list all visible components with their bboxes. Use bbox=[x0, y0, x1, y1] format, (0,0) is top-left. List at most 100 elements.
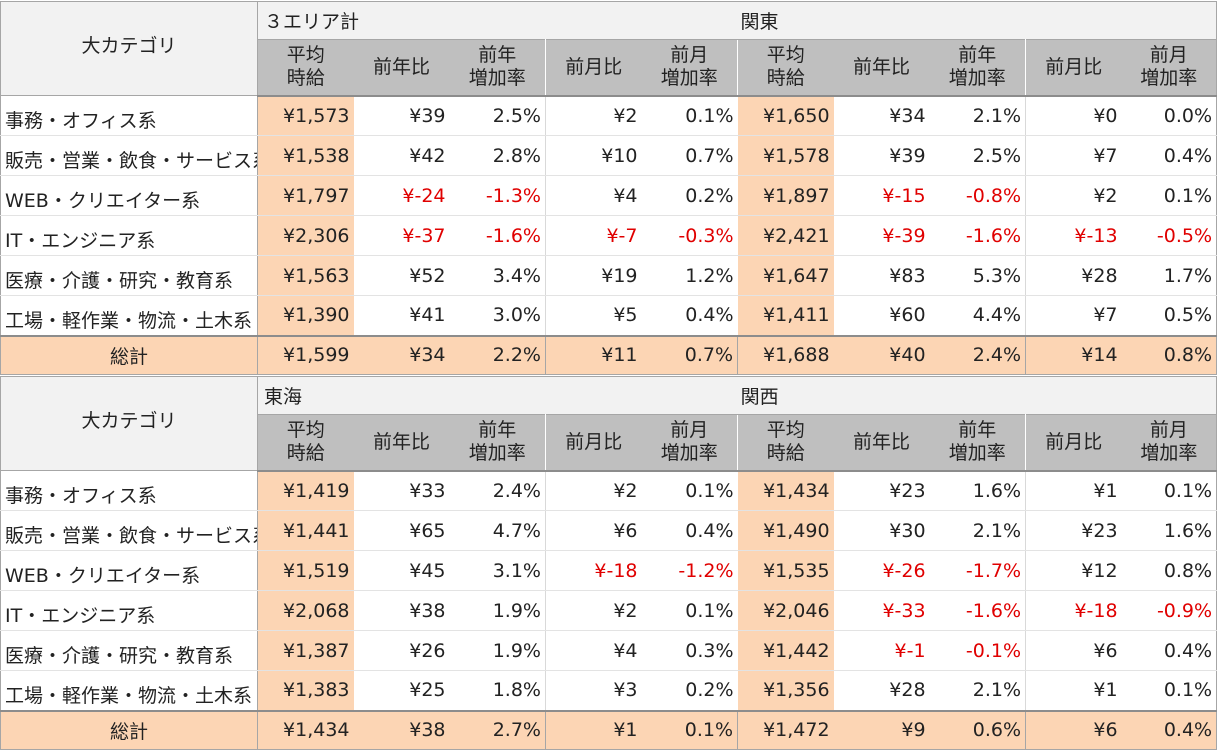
table-row: 工場・軽作業・物流・土木系 ¥1,383 ¥25 1.8% ¥3 0.2% ¥1,356 ¥2… bbox=[0, 670, 1218, 711]
column-header-mom-diff: 前月比 bbox=[1025, 414, 1122, 472]
column-header-yoy-rate: 前年 増加率 bbox=[449, 414, 546, 472]
wage-table-block-1: 大カテゴリ ３エリア計 関東 平均 時給 前年比 前年 増加率 前月比 前月 増加率 平均 時給 前年比前… bbox=[0, 1, 1218, 375]
value-cell-mom-diff: ¥1 bbox=[1025, 470, 1122, 511]
value-cell-mom-diff: ¥1 bbox=[1025, 670, 1122, 711]
value-cell-avg-wage: ¥1,442 bbox=[737, 630, 834, 671]
table-row: 事務・オフィス系 ¥1,573 ¥39 2.5% ¥2 0.1% ¥1,650 ¥34 2.1%… bbox=[0, 95, 1218, 136]
value-cell-mom-diff: ¥0 bbox=[1025, 95, 1122, 136]
total-cell-mom-diff: ¥14 bbox=[1025, 334, 1122, 375]
value-cell-mom-rate: -0.3% bbox=[641, 215, 738, 256]
value-cell-mom-diff: ¥3 bbox=[545, 670, 642, 711]
value-cell-mom-rate: 0.4% bbox=[1121, 135, 1218, 176]
value-cell-mom-rate: 0.2% bbox=[641, 175, 738, 216]
total-cell-yoy-diff: ¥40 bbox=[833, 334, 930, 375]
value-cell-mom-diff: ¥-7 bbox=[545, 215, 642, 256]
category-header: 大カテゴリ bbox=[0, 376, 258, 471]
value-cell-yoy-rate: 1.9% bbox=[449, 630, 546, 671]
column-header-yoy-diff: 前年比 bbox=[353, 39, 450, 97]
value-cell-yoy-rate: 2.8% bbox=[449, 135, 546, 176]
value-cell-yoy-diff: ¥-39 bbox=[833, 215, 930, 256]
value-cell-mom-rate: 0.1% bbox=[1121, 470, 1218, 511]
value-cell-yoy-rate: -1.6% bbox=[929, 215, 1026, 256]
value-cell-mom-diff: ¥4 bbox=[545, 175, 642, 216]
value-cell-mom-rate: 0.3% bbox=[641, 630, 738, 671]
value-cell-yoy-rate: 2.4% bbox=[449, 470, 546, 511]
value-cell-avg-wage: ¥1,538 bbox=[257, 135, 354, 176]
value-cell-avg-wage: ¥1,390 bbox=[257, 295, 354, 336]
value-cell-mom-diff: ¥28 bbox=[1025, 255, 1122, 296]
category-name: 販売・営業・飲食・サービス系 bbox=[0, 510, 258, 551]
value-cell-yoy-rate: 5.3% bbox=[929, 255, 1026, 296]
total-cell-mom-diff: ¥11 bbox=[545, 334, 642, 375]
value-cell-mom-rate: -1.2% bbox=[641, 550, 738, 591]
value-cell-avg-wage: ¥1,383 bbox=[257, 670, 354, 711]
column-header-mom-rate: 前月 増加率 bbox=[641, 39, 738, 97]
value-cell-mom-diff: ¥2 bbox=[545, 590, 642, 631]
value-cell-mom-rate: 0.4% bbox=[641, 295, 738, 336]
value-cell-mom-diff: ¥19 bbox=[545, 255, 642, 296]
value-cell-mom-diff: ¥2 bbox=[545, 470, 642, 511]
table-row: 医療・介護・研究・教育系 ¥1,563 ¥52 3.4% ¥19 1.2% ¥1,647 ¥8… bbox=[0, 255, 1218, 296]
total-cell-avg-wage: ¥1,599 bbox=[257, 334, 354, 375]
value-cell-yoy-rate: 2.5% bbox=[929, 135, 1026, 176]
value-cell-mom-rate: 0.1% bbox=[641, 95, 738, 136]
value-cell-yoy-diff: ¥34 bbox=[833, 95, 930, 136]
value-cell-yoy-diff: ¥-37 bbox=[353, 215, 450, 256]
total-label: 総計 bbox=[0, 709, 258, 750]
column-header-mom-diff: 前月比 bbox=[545, 39, 642, 97]
total-cell-mom-diff: ¥6 bbox=[1025, 709, 1122, 750]
value-cell-yoy-rate: 4.7% bbox=[449, 510, 546, 551]
category-name: 事務・オフィス系 bbox=[0, 470, 258, 511]
value-cell-yoy-diff: ¥30 bbox=[833, 510, 930, 551]
value-cell-yoy-diff: ¥-15 bbox=[833, 175, 930, 216]
total-cell-yoy-rate: 0.6% bbox=[929, 709, 1026, 750]
value-cell-yoy-rate: -1.6% bbox=[929, 590, 1026, 631]
value-cell-avg-wage: ¥1,434 bbox=[737, 470, 834, 511]
value-cell-mom-rate: 0.8% bbox=[1121, 550, 1218, 591]
category-name: 工場・軽作業・物流・土木系 bbox=[0, 295, 258, 336]
value-cell-mom-rate: -0.9% bbox=[1121, 590, 1218, 631]
value-cell-mom-diff: ¥23 bbox=[1025, 510, 1122, 551]
value-cell-avg-wage: ¥1,387 bbox=[257, 630, 354, 671]
value-cell-yoy-rate: 4.4% bbox=[929, 295, 1026, 336]
category-name: 医療・介護・研究・教育系 bbox=[0, 630, 258, 671]
value-cell-yoy-diff: ¥60 bbox=[833, 295, 930, 336]
wage-table-block-2: 大カテゴリ 東海 関西 平均 時給 前年比 前年 増加率 前月比 前月 増加率 平均 時給 前年比 前年 増加… bbox=[0, 376, 1218, 750]
value-cell-yoy-diff: ¥41 bbox=[353, 295, 450, 336]
value-cell-mom-diff: ¥-18 bbox=[1025, 590, 1122, 631]
total-cell-yoy-diff: ¥9 bbox=[833, 709, 930, 750]
value-cell-yoy-diff: ¥39 bbox=[353, 95, 450, 136]
value-cell-yoy-diff: ¥25 bbox=[353, 670, 450, 711]
value-cell-avg-wage: ¥1,563 bbox=[257, 255, 354, 296]
value-cell-avg-wage: ¥2,306 bbox=[257, 215, 354, 256]
value-cell-avg-wage: ¥1,897 bbox=[737, 175, 834, 216]
total-cell-avg-wage: ¥1,688 bbox=[737, 334, 834, 375]
value-cell-mom-rate: 0.1% bbox=[1121, 175, 1218, 216]
region-header: 東海 bbox=[256, 376, 738, 415]
value-cell-avg-wage: ¥1,441 bbox=[257, 510, 354, 551]
value-cell-yoy-rate: -1.6% bbox=[449, 215, 546, 256]
value-cell-yoy-diff: ¥38 bbox=[353, 590, 450, 631]
column-header-yoy-rate: 前年 増加率 bbox=[929, 414, 1027, 472]
region-header: ３エリア計 bbox=[256, 1, 738, 40]
value-cell-mom-rate: 1.7% bbox=[1121, 255, 1218, 296]
value-cell-avg-wage: ¥2,068 bbox=[257, 590, 354, 631]
category-name: 工場・軽作業・物流・土木系 bbox=[0, 670, 258, 711]
value-cell-mom-diff: ¥5 bbox=[545, 295, 642, 336]
total-cell-mom-rate: 0.1% bbox=[641, 709, 738, 750]
value-cell-mom-rate: 0.2% bbox=[641, 670, 738, 711]
column-header-avg-wage: 平均 時給 bbox=[257, 39, 354, 97]
value-cell-yoy-rate: 1.6% bbox=[929, 470, 1026, 511]
column-header-mom-rate: 前月 増加率 bbox=[1121, 39, 1218, 97]
column-header-mom-diff: 前月比 bbox=[545, 414, 642, 472]
column-header-yoy-diff: 前年比 bbox=[833, 414, 930, 472]
total-row: 総計 ¥1,434 ¥38 2.7% ¥1 0.1% ¥1,472 ¥9 0.6% ¥6 0.4% bbox=[0, 709, 1218, 750]
value-cell-yoy-rate: 3.0% bbox=[449, 295, 546, 336]
value-cell-yoy-diff: ¥83 bbox=[833, 255, 930, 296]
category-name: IT・エンジニア系 bbox=[0, 590, 258, 631]
category-name: 販売・営業・飲食・サービス系 bbox=[0, 135, 258, 176]
value-cell-yoy-diff: ¥26 bbox=[353, 630, 450, 671]
value-cell-avg-wage: ¥1,519 bbox=[257, 550, 354, 591]
total-row: 総計 ¥1,599 ¥34 2.2% ¥11 0.7% ¥1,688 ¥40 2.4% ¥14 0.… bbox=[0, 334, 1218, 375]
